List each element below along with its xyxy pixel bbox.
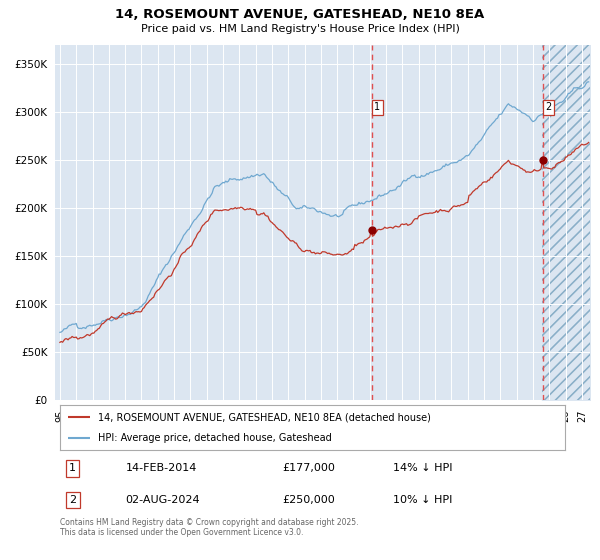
Text: 10% ↓ HPI: 10% ↓ HPI <box>394 495 452 505</box>
Text: £177,000: £177,000 <box>282 463 335 473</box>
Text: 14, ROSEMOUNT AVENUE, GATESHEAD, NE10 8EA: 14, ROSEMOUNT AVENUE, GATESHEAD, NE10 8E… <box>115 8 485 21</box>
Text: Contains HM Land Registry data © Crown copyright and database right 2025.
This d: Contains HM Land Registry data © Crown c… <box>60 518 359 538</box>
Text: 1: 1 <box>69 463 76 473</box>
Text: HPI: Average price, detached house, Gateshead: HPI: Average price, detached house, Gate… <box>98 433 332 443</box>
Bar <box>542 45 590 400</box>
Text: 02-AUG-2024: 02-AUG-2024 <box>125 495 200 505</box>
Text: 14, ROSEMOUNT AVENUE, GATESHEAD, NE10 8EA (detached house): 14, ROSEMOUNT AVENUE, GATESHEAD, NE10 8E… <box>98 412 431 422</box>
Text: Price paid vs. HM Land Registry's House Price Index (HPI): Price paid vs. HM Land Registry's House … <box>140 24 460 34</box>
Text: £250,000: £250,000 <box>282 495 335 505</box>
Text: 2: 2 <box>69 495 76 505</box>
Bar <box>542 45 590 400</box>
Text: 14% ↓ HPI: 14% ↓ HPI <box>394 463 453 473</box>
Text: 2: 2 <box>545 102 551 113</box>
Text: 14-FEB-2014: 14-FEB-2014 <box>125 463 197 473</box>
Text: 1: 1 <box>374 102 380 113</box>
